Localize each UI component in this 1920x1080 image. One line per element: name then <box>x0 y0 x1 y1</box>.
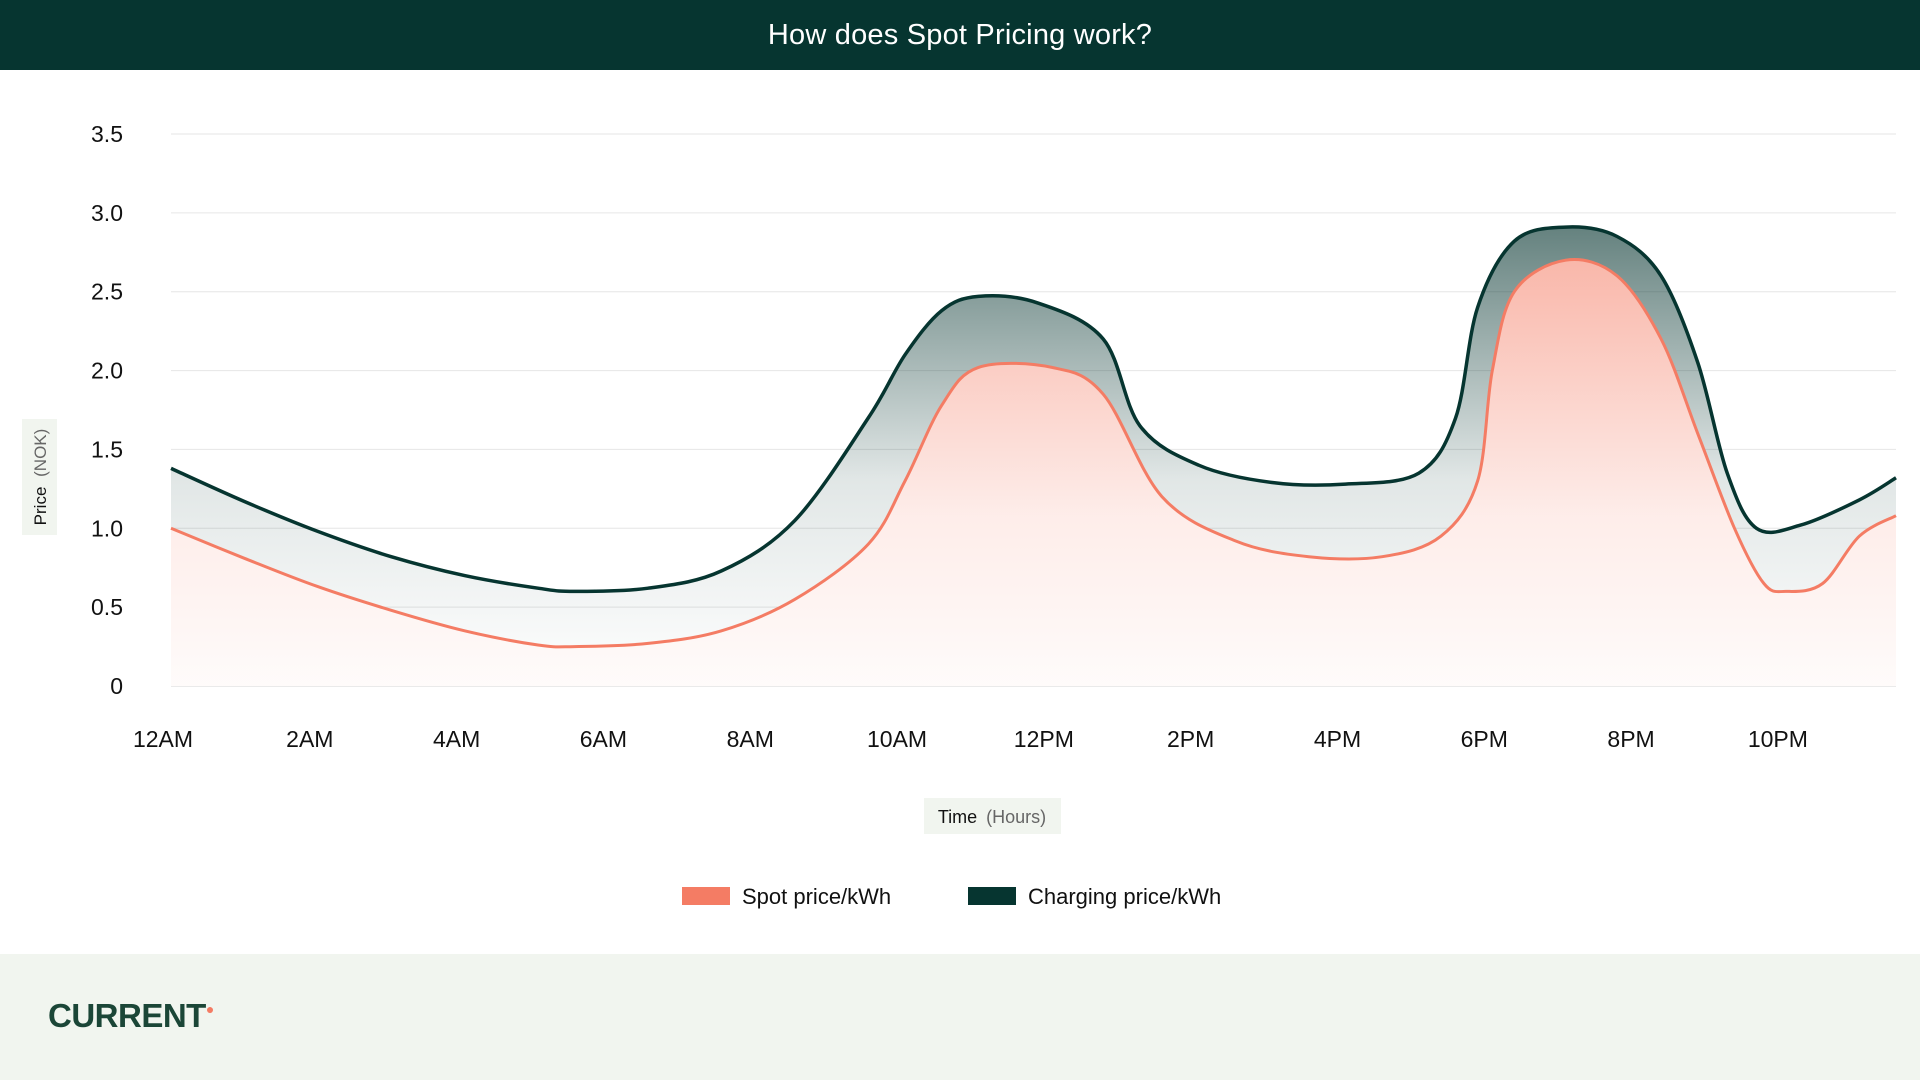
logo-dot-icon: ● <box>205 1001 214 1017</box>
y-axis-ticks: 0 0.5 1.0 1.5 2.0 2.5 3.0 3.5 <box>91 121 123 699</box>
y-tick-label: 3.5 <box>91 121 123 147</box>
x-axis-ticks: 12AM 2AM 4AM 6AM 8AM 10AM 12PM 2PM 4PM 6PM 8PM 10PM <box>133 726 1808 752</box>
svg-text:Time (Hours): Time (Hours) <box>938 807 1046 827</box>
legend-swatch-charging <box>968 887 1016 905</box>
y-tick-label: 2.0 <box>91 358 123 384</box>
y-axis-label: Price (NOK) <box>22 419 57 535</box>
charging-price-line <box>170 225 1897 594</box>
x-axis-label-unit: (Hours) <box>986 807 1046 827</box>
y-tick-label: 1.0 <box>91 515 123 541</box>
x-tick-label: 2PM <box>1167 726 1214 752</box>
x-tick-label: 4AM <box>433 726 480 752</box>
legend-swatch-spot <box>682 887 730 905</box>
y-axis-label-text: Price <box>31 487 50 526</box>
header-bar: How does Spot Pricing work? <box>0 0 1920 70</box>
y-tick-label: 0 <box>110 673 123 699</box>
footer: CURRENT● <box>0 954 1920 1080</box>
spot-price-area <box>171 259 1896 686</box>
spot-price-line <box>170 258 1897 649</box>
legend: Spot price/kWh Charging price/kWh <box>682 884 1221 909</box>
y-tick-label: 1.5 <box>91 436 123 462</box>
svg-text:Price (NOK): Price (NOK) <box>31 429 50 526</box>
x-tick-label: 6AM <box>580 726 627 752</box>
x-tick-label: 12PM <box>1014 726 1074 752</box>
legend-label-spot: Spot price/kWh <box>742 884 891 909</box>
x-axis-label: Time (Hours) <box>924 798 1061 834</box>
y-tick-label: 3.0 <box>91 200 123 226</box>
x-tick-label: 2AM <box>286 726 333 752</box>
x-tick-label: 6PM <box>1461 726 1508 752</box>
current-logo: CURRENT● <box>48 997 214 1035</box>
y-tick-label: 2.5 <box>91 279 123 305</box>
x-tick-label: 10PM <box>1748 726 1808 752</box>
logo-text: CURRENT <box>48 997 206 1034</box>
x-axis-label-text: Time <box>938 807 977 827</box>
y-tick-label: 0.5 <box>91 594 123 620</box>
y-axis-label-unit: (NOK) <box>31 429 50 477</box>
x-tick-label: 8PM <box>1607 726 1654 752</box>
x-tick-label: 10AM <box>867 726 927 752</box>
chart-title: How does Spot Pricing work? <box>767 18 1153 51</box>
x-tick-label: 12AM <box>133 726 193 752</box>
x-tick-label: 4PM <box>1314 726 1361 752</box>
legend-label-charging: Charging price/kWh <box>1028 884 1221 909</box>
chart-area: 00.51.01.52.02.53.03.5 12AM 2AM 4AM 6AM 8AM 1… <box>22 121 1897 909</box>
x-tick-label: 8AM <box>727 726 774 752</box>
